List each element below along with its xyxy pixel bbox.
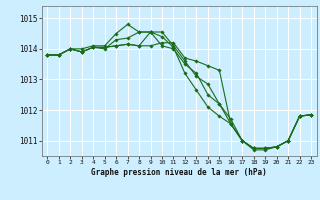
X-axis label: Graphe pression niveau de la mer (hPa): Graphe pression niveau de la mer (hPa) [91, 168, 267, 177]
